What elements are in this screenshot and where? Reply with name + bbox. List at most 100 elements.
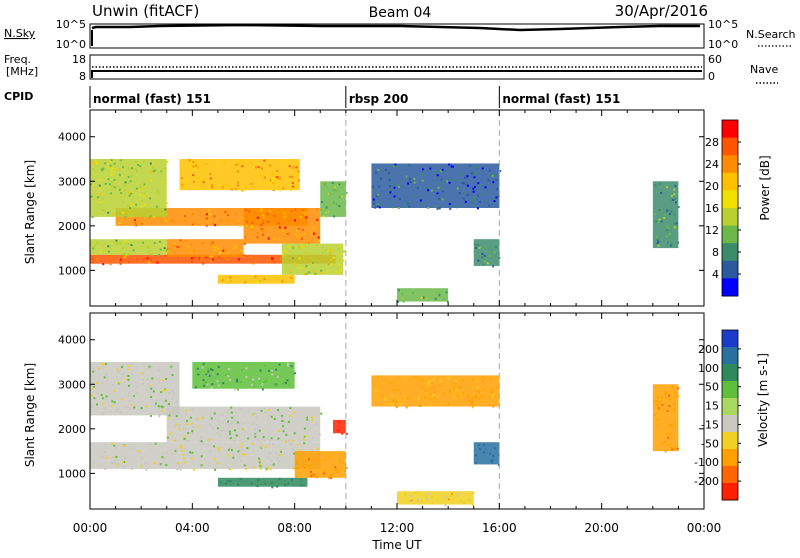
colorbar-swatch: [722, 278, 738, 297]
nsky-label: N.Sky: [4, 27, 36, 40]
time-tick-label: 08:00: [277, 521, 312, 535]
power-x-ticks: [89, 110, 705, 306]
nave-tick-bottom: 0: [708, 70, 715, 83]
colorbar-tick-label: -100: [694, 456, 719, 469]
nsky-frame: [89, 23, 705, 49]
cpid-row: normal (fast) 151 rbsp 200 normal (fast) 1…: [89, 86, 620, 108]
time-tick-label: 12:00: [380, 521, 415, 535]
nsky-tick-bottom: 10^0: [56, 38, 86, 51]
colorbar-swatch: [722, 155, 738, 174]
freq-label-1: Freq.: [4, 53, 31, 66]
colorbar-swatch: [722, 483, 738, 501]
colorbar-swatch: [722, 120, 738, 139]
colorbar-tick-label: 200: [698, 343, 719, 356]
velocity-region: [333, 419, 348, 435]
time-tick-label: 20:00: [584, 521, 619, 535]
power-panel: 1000 2000 3000 4000: [58, 109, 705, 307]
colorbar-swatch: [722, 449, 738, 467]
y-tick-label: 4000: [58, 131, 86, 144]
nsky-line: [91, 23, 700, 32]
freq-frame: [89, 54, 705, 80]
velocity-data: [90, 313, 680, 509]
velocity-panel: 1000 2000 3000 4000: [58, 312, 705, 510]
colorbar-swatch: [722, 398, 738, 416]
colorbar-tick-label: 24: [705, 158, 719, 171]
colorbar-tick-label: -15: [701, 418, 719, 431]
power-region: [320, 181, 348, 218]
power-region: [90, 239, 169, 257]
freq-tick-top: 18: [72, 53, 86, 66]
colorbar-swatch: [722, 190, 738, 209]
colorbar-tick-label: -50: [701, 437, 719, 450]
colorbar-tick-label: 4: [712, 268, 719, 281]
velocity-region: [166, 406, 323, 444]
cpid-segment-label: normal (fast) 151: [502, 92, 620, 106]
colorbar-tick-label: 16: [705, 202, 719, 215]
velocity-region: [90, 362, 180, 418]
colorbar-swatch: [722, 347, 738, 365]
nave-tick-top: 60: [708, 53, 722, 66]
velocity-region: [294, 451, 348, 480]
power-region: [371, 163, 502, 210]
velocity-region: [652, 384, 680, 453]
power-region: [473, 239, 501, 268]
time-tick-label: 16:00: [482, 521, 517, 535]
velocity-colorbar-label: Velocity [m s-1]: [756, 353, 770, 447]
power-region: [281, 243, 346, 276]
cpid-segment-label: rbsp 200: [349, 92, 408, 106]
colorbar-swatch: [722, 208, 738, 227]
y-tick-label: 1000: [58, 467, 86, 480]
velocity-region: [90, 442, 322, 471]
colorbar-tick-label: 12: [705, 224, 719, 237]
colorbar-tick-label: 15: [705, 400, 719, 413]
power-y-axis: 1000 2000 3000 4000: [58, 131, 704, 277]
colorbar-swatch: [722, 381, 738, 399]
nave-label: Nave: [750, 63, 778, 76]
nsky-tick-top: 10^5: [56, 18, 86, 31]
velocity-x-ticks: [89, 313, 705, 509]
time-tick-label: 00:00: [73, 521, 108, 535]
time-tick-label: 00:00: [687, 521, 722, 535]
nsky-panel: [89, 23, 705, 49]
cpid-label: CPID: [4, 90, 33, 103]
y-tick-label: 3000: [58, 378, 86, 391]
beam-label: Beam 04: [369, 5, 432, 21]
time-axis-labels: 00:00 04:00 08:00 12:00 16:00 20:00 00:00: [73, 521, 722, 535]
y-tick-label: 3000: [58, 175, 86, 188]
power-colorbar: 28 24 20 16 12 8 4: [705, 119, 741, 297]
y-tick-label: 1000: [58, 264, 86, 277]
power-region: [179, 159, 301, 192]
colorbar-tick-label: 28: [705, 136, 719, 149]
velocity-region: [473, 442, 500, 466]
nsearch-tick-bottom: 10^0: [708, 38, 738, 51]
time-axis-label: Time UT: [371, 538, 422, 552]
colorbar-swatch: [722, 364, 738, 382]
colorbar-swatch: [722, 466, 738, 484]
colorbar-swatch: [722, 137, 738, 156]
y-tick-label: 4000: [58, 334, 86, 347]
date-label: 30/Apr/2016: [615, 2, 708, 20]
y-tick-label: 2000: [58, 220, 86, 233]
colorbar-swatch: [722, 432, 738, 450]
freq-label-2: [MHz]: [6, 65, 38, 78]
power-region: [652, 181, 680, 249]
cpid-segment-label: normal (fast) 151: [93, 92, 211, 106]
power-ylabel: Slant Range [km]: [23, 160, 37, 264]
freq-panel: [89, 54, 705, 80]
power-region: [397, 288, 449, 303]
colorbar-swatch: [722, 330, 738, 348]
freq-tick-bottom: 8: [79, 70, 86, 83]
velocity-region: [371, 375, 500, 409]
power-region: [166, 239, 246, 259]
velocity-region: [397, 491, 475, 507]
nsearch-tick-top: 10^5: [708, 18, 738, 31]
power-region: [217, 274, 295, 284]
colorbar-frame: [721, 329, 739, 501]
velocity-y-axis: 1000 2000 3000 4000: [58, 334, 704, 480]
colorbar-tick-label: 20: [705, 180, 719, 193]
y-tick-label: 2000: [58, 423, 86, 436]
colorbar-tick-label: 50: [705, 381, 719, 394]
power-colorbar-label: Power [dB]: [758, 155, 772, 220]
